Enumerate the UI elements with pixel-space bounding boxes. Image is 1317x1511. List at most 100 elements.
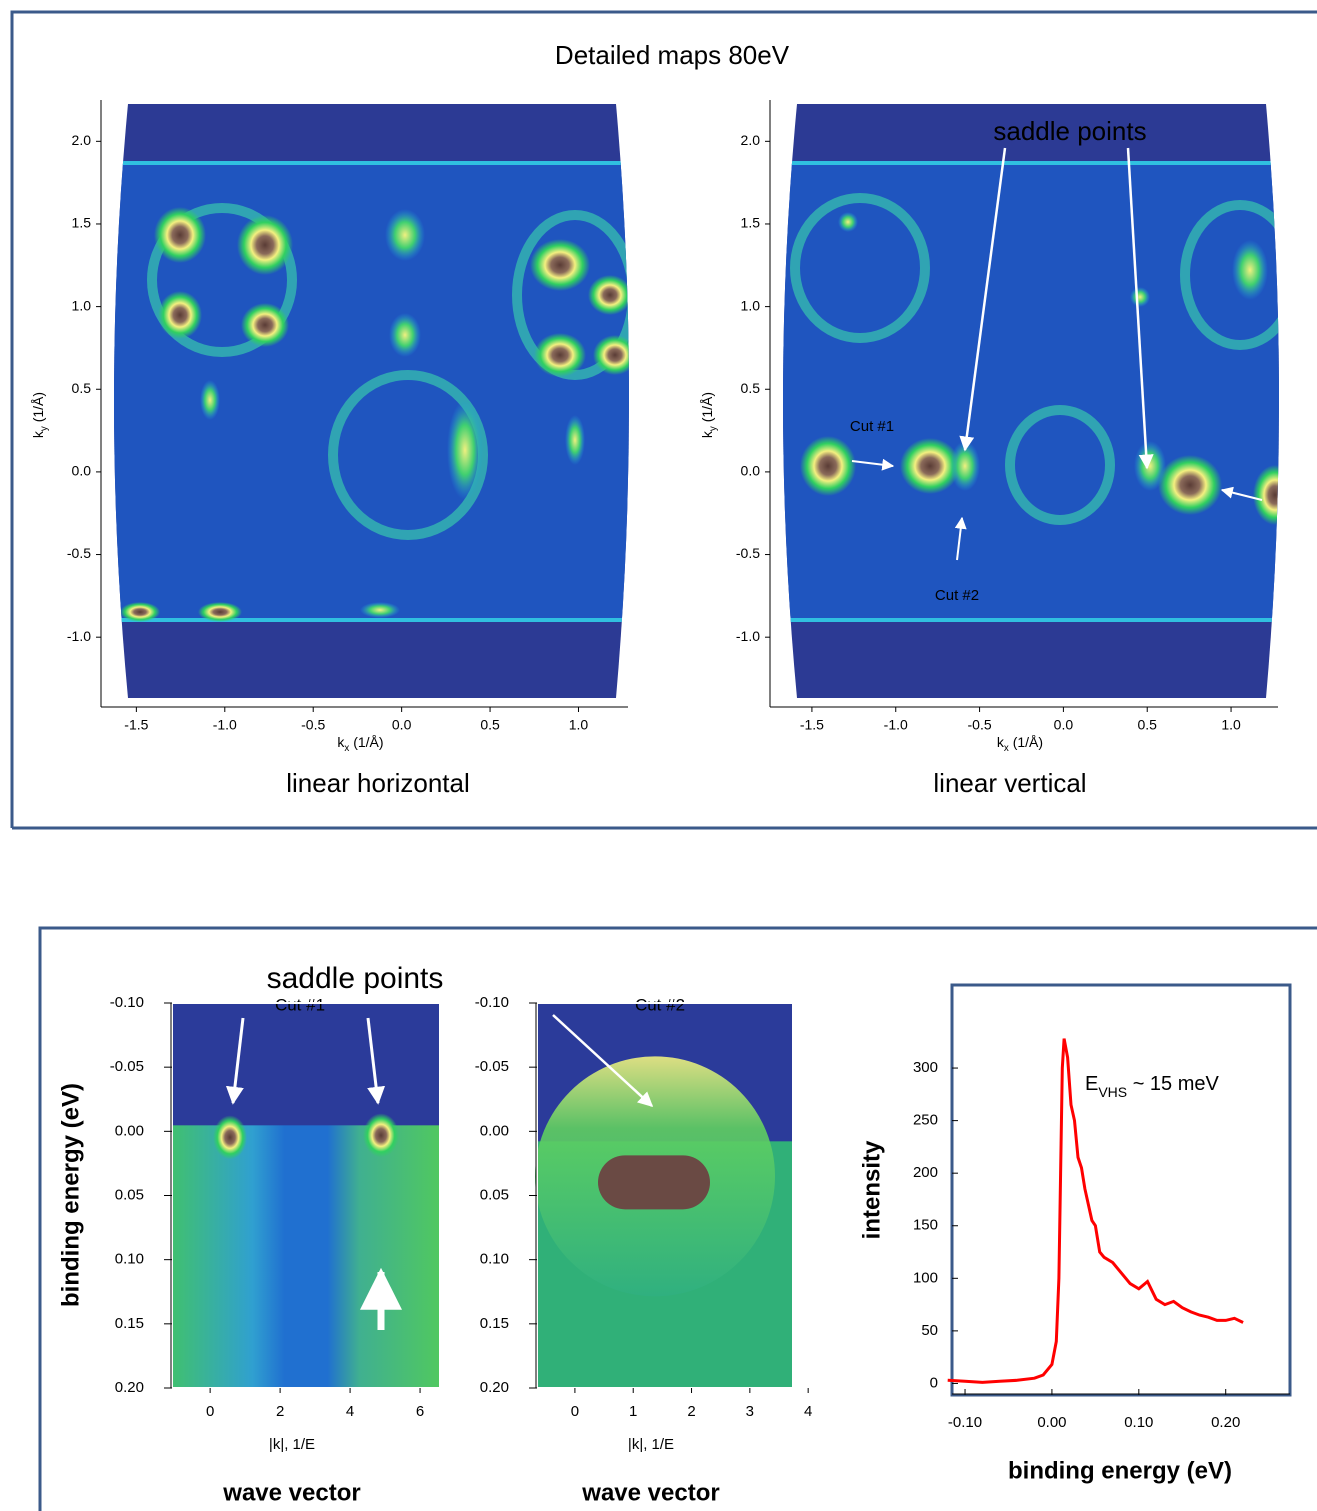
x-axis-label: |k|, 1/E — [269, 1436, 315, 1453]
y-axis-label-part: k — [30, 430, 46, 438]
y-axis-label: binding energy (eV) — [57, 1083, 84, 1307]
map-spot — [534, 333, 586, 377]
panel-frame — [38, 926, 1317, 1511]
arrow — [1126, 147, 1154, 470]
arrow — [959, 147, 1007, 452]
x-axis-label: kx (1/Å) — [997, 734, 1043, 754]
plot-frame — [950, 983, 1292, 1397]
x-axis-label: kx (1/Å) — [337, 734, 383, 754]
map-spot — [447, 400, 483, 500]
x-tick-label: 0 — [206, 1403, 214, 1420]
x-axis-label-part: k — [997, 734, 1005, 750]
x-tick-label: 0.10 — [1124, 1414, 1153, 1431]
cut-spot — [598, 1155, 710, 1210]
x-axis-label: binding energy (eV) — [1008, 1457, 1232, 1484]
map-spot — [950, 441, 980, 491]
map-content — [114, 161, 629, 622]
x-tick-label: 0 — [571, 1403, 579, 1420]
map-spot — [360, 602, 400, 618]
y-tick-label: -0.5 — [736, 545, 760, 561]
y-tick-label: 1.0 — [72, 297, 92, 313]
y-axis-label: ky (1/Å) — [699, 392, 719, 438]
y-axis-label-part: k — [699, 430, 715, 438]
y-tick-label: 0.05 — [480, 1186, 509, 1203]
annotation-part: E — [1085, 1073, 1098, 1095]
y-tick-label: 150 — [913, 1217, 938, 1234]
y-axis-label: intensity — [858, 1140, 885, 1239]
y-tick-label: 300 — [913, 1059, 938, 1076]
y-tick-label: 2.0 — [741, 132, 761, 148]
map-ring — [147, 203, 297, 357]
map-spot — [198, 602, 242, 622]
panel-title: saddle points — [267, 962, 444, 995]
cut-lower — [172, 1125, 440, 1388]
x-axis-label-part: (1/Å) — [1009, 734, 1043, 750]
x-tick-label: -0.5 — [968, 717, 992, 733]
map-content — [783, 161, 1279, 622]
y-axis-label-part: y — [39, 426, 50, 431]
x-tick-label: 0.0 — [392, 717, 412, 733]
x-tick-label: -1.5 — [800, 717, 824, 733]
x-tick-label: 4 — [346, 1403, 354, 1420]
y-tick-label: 1.5 — [741, 215, 761, 231]
cut-spot — [213, 1115, 247, 1160]
y-tick-label: 0.0 — [741, 463, 761, 479]
y-tick-label: 2.0 — [72, 132, 92, 148]
y-tick-label: 0.5 — [741, 380, 761, 396]
y-tick-label: -0.05 — [110, 1058, 144, 1075]
y-tick-label: 200 — [913, 1164, 938, 1181]
x-axis-label-part: (1/Å) — [349, 734, 383, 750]
y-tick-label: 0.15 — [480, 1315, 509, 1332]
x-axis-label-part: x — [344, 743, 349, 754]
y-tick-label: 0.15 — [115, 1315, 144, 1332]
y-tick-label: 0.0 — [72, 463, 92, 479]
y-tick-label: 50 — [921, 1322, 938, 1339]
annotation: Cut #1 — [275, 995, 325, 1014]
arrow — [366, 1017, 386, 1105]
annotation: saddle points — [993, 116, 1146, 146]
map-spot — [1130, 287, 1150, 307]
y-axis-label-part: y — [708, 426, 719, 431]
y-tick-label: -1.0 — [736, 628, 760, 644]
x-tick-label: 1.0 — [569, 717, 589, 733]
y-axis-label: ky (1/Å) — [30, 392, 50, 438]
map-spot — [385, 209, 425, 261]
y-axis-label-part: (1/Å) — [30, 392, 46, 426]
x-axis-label-part: k — [337, 734, 345, 750]
annotation-part: VHS — [1098, 1084, 1127, 1100]
map-ring — [512, 210, 629, 380]
arrow — [552, 1014, 654, 1108]
map-spot — [200, 380, 220, 420]
map-spot — [1158, 455, 1222, 515]
x-tick-label: 0.0 — [1054, 717, 1074, 733]
x-tick-label: 0.5 — [480, 717, 500, 733]
x-tick-label: 2 — [687, 1403, 695, 1420]
caption: wave vector — [581, 1479, 719, 1506]
map-spot — [1232, 240, 1268, 300]
map-spot — [565, 415, 585, 465]
x-tick-label: 0.00 — [1037, 1414, 1066, 1431]
x-tick-label: 0.20 — [1211, 1414, 1240, 1431]
y-tick-label: 0.20 — [480, 1379, 509, 1396]
map-ring — [1180, 200, 1279, 350]
map-spot — [588, 275, 629, 315]
annotation: Cut #2 — [635, 995, 685, 1014]
annotation: Cut #1 — [850, 418, 894, 435]
y-tick-label: -0.5 — [67, 545, 91, 561]
x-tick-label: 1.0 — [1221, 717, 1241, 733]
map-spot — [237, 215, 293, 275]
y-tick-label: 0.10 — [480, 1251, 509, 1268]
x-tick-label: -0.10 — [948, 1414, 982, 1431]
y-tick-label: 0.00 — [115, 1122, 144, 1139]
caption: wave vector — [222, 1479, 360, 1506]
x-tick-label: -1.0 — [213, 717, 237, 733]
arrow — [954, 516, 967, 561]
x-tick-label: 6 — [416, 1403, 424, 1420]
map-spot — [1253, 465, 1279, 525]
map-ring — [1005, 405, 1115, 525]
y-tick-label: -0.05 — [475, 1058, 509, 1075]
x-tick-label: 2 — [276, 1403, 284, 1420]
map-spot — [120, 602, 160, 622]
map-spot — [900, 438, 960, 494]
